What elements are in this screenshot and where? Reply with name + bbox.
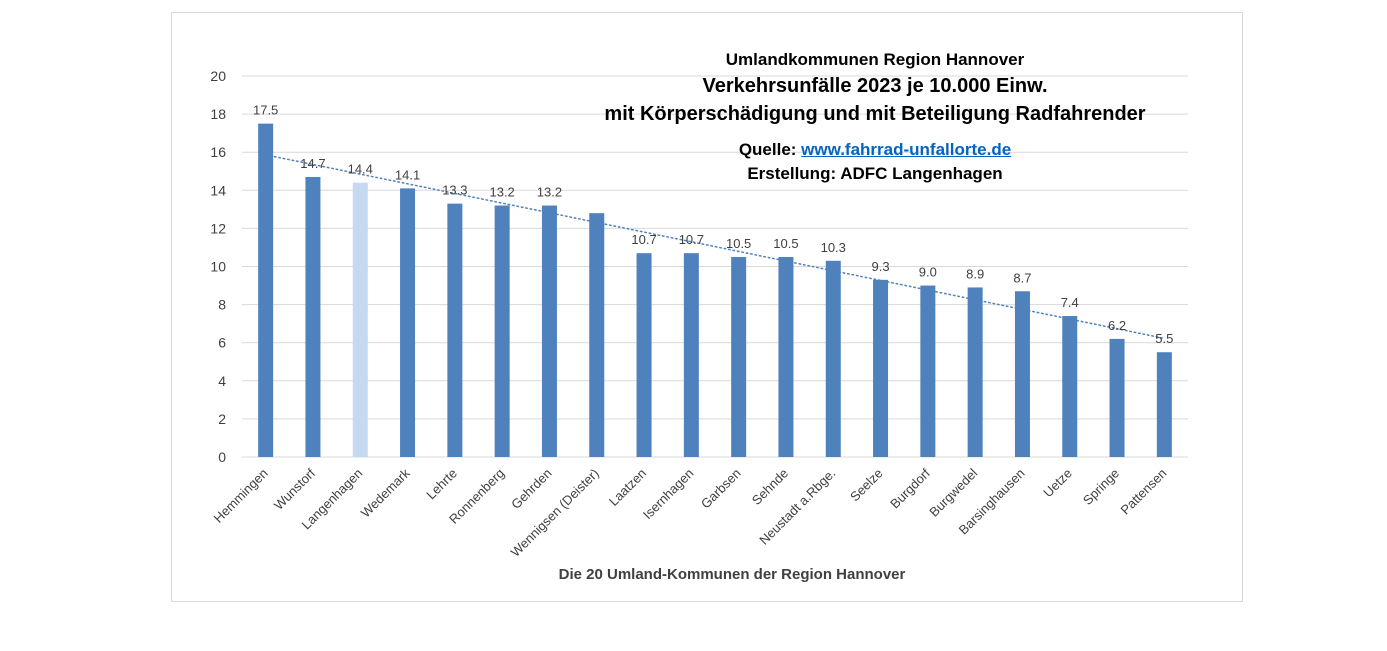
y-tick-label: 4	[218, 373, 226, 389]
data-label: 14.4	[348, 162, 373, 177]
y-tick-label: 2	[218, 411, 226, 427]
bar-19	[1109, 338, 1125, 457]
x-tick-label: Sehnde	[749, 466, 791, 508]
chart-title-block: Umlandkommunen Region Hannover Verkehrsu…	[575, 48, 1175, 186]
data-label: 13.2	[489, 185, 514, 200]
data-label: 10.3	[821, 240, 846, 255]
data-label: 14.1	[395, 167, 420, 182]
bar-18	[1062, 316, 1078, 457]
bar-7	[541, 205, 557, 457]
bar-1	[258, 123, 274, 457]
x-tick-label: Seelze	[847, 466, 886, 505]
chart-frame	[171, 12, 1243, 602]
data-label: 17.5	[253, 103, 278, 118]
x-tick-label: Isernhagen	[640, 466, 697, 523]
chart-title-line-3: mit Körperschädigung und mit Beteiligung…	[604, 103, 1146, 125]
y-tick-label: 8	[218, 297, 226, 313]
x-tick-label: Wedemark	[358, 465, 413, 520]
bar-12	[778, 256, 794, 457]
data-label: 9.3	[872, 259, 890, 274]
bar-9	[636, 253, 652, 457]
data-label: 6.2	[1108, 318, 1126, 333]
source-link[interactable]: www.fahrrad-unfallorte.de	[801, 140, 1012, 159]
x-tick-label: Uetze	[1040, 466, 1075, 501]
author-line: Erstellung: ADFC Langenhagen	[747, 164, 1003, 183]
bar-3	[352, 182, 368, 457]
bar-11	[731, 256, 747, 457]
trendline	[264, 154, 1166, 340]
x-tick-label: Laatzen	[606, 466, 649, 509]
bar-5	[447, 203, 463, 457]
y-tick-label: 6	[218, 335, 226, 351]
data-label: 5.5	[1155, 331, 1173, 346]
data-label: 7.4	[1061, 295, 1079, 310]
data-label: 10.5	[726, 236, 751, 251]
bar-6	[494, 205, 510, 457]
gridlines	[242, 75, 1188, 458]
bar-15	[920, 285, 936, 457]
source-line: Quelle: www.fahrrad-unfallorte.de	[575, 138, 1175, 162]
bar-14	[873, 279, 889, 457]
y-tick-label: 20	[210, 68, 226, 84]
bar-4	[400, 188, 416, 457]
data-label: 9.0	[919, 265, 937, 280]
data-label: 13.3	[442, 183, 467, 198]
data-label: 10.7	[679, 232, 704, 247]
x-tick-label: Gehrden	[508, 466, 554, 512]
x-tick-label: Lehrte	[423, 466, 460, 503]
y-tick-label: 16	[210, 144, 226, 160]
y-axis-ticks: 0 2 4 6 8 10 12 14 16 18 20	[210, 68, 226, 465]
y-tick-label: 10	[210, 259, 226, 275]
data-label: 10.7	[631, 232, 656, 247]
data-label: 8.7	[1013, 270, 1031, 285]
data-label: 10.5	[773, 236, 798, 251]
data-labels: 17.5 14.7 14.4 14.1 13.3 13.2 13.2 10.7 10.7 10.5…	[253, 103, 1173, 347]
data-label: 8.9	[966, 266, 984, 281]
bar-16	[967, 287, 983, 457]
y-tick-label: 0	[218, 449, 226, 465]
bars	[258, 123, 1172, 457]
y-tick-label: 18	[210, 106, 226, 122]
bar-13	[825, 260, 841, 457]
x-axis-title: Die 20 Umland-Kommunen der Region Hannov…	[558, 566, 906, 583]
x-tick-label: Pattensen	[1117, 466, 1169, 518]
source-label: Quelle:	[738, 140, 802, 159]
bar-17	[1014, 291, 1030, 457]
x-tick-label: Springe	[1080, 466, 1122, 508]
bar-10	[683, 253, 699, 457]
x-tick-label: Hemmingen	[211, 466, 271, 526]
data-label: 14.7	[300, 156, 325, 171]
bar-8	[589, 213, 605, 457]
x-tick-label: Garbsen	[698, 466, 744, 512]
trendline-line	[264, 154, 1166, 340]
x-tick-label: Burgdorf	[887, 465, 933, 511]
x-tick-label: Wennigsen (Deister)	[508, 466, 602, 560]
data-label: 13.2	[537, 185, 562, 200]
x-tick-label: Wunstorf	[271, 465, 318, 512]
y-tick-label: 12	[210, 220, 226, 236]
chart-title-line-2: Verkehrsunfälle 2023 je 10.000 Einw.	[702, 75, 1048, 97]
chart-title-line-1: Umlandkommunen Region Hannover	[725, 50, 1025, 69]
y-tick-label: 14	[210, 182, 226, 198]
bar-2	[305, 176, 321, 457]
bar-20	[1156, 352, 1172, 457]
